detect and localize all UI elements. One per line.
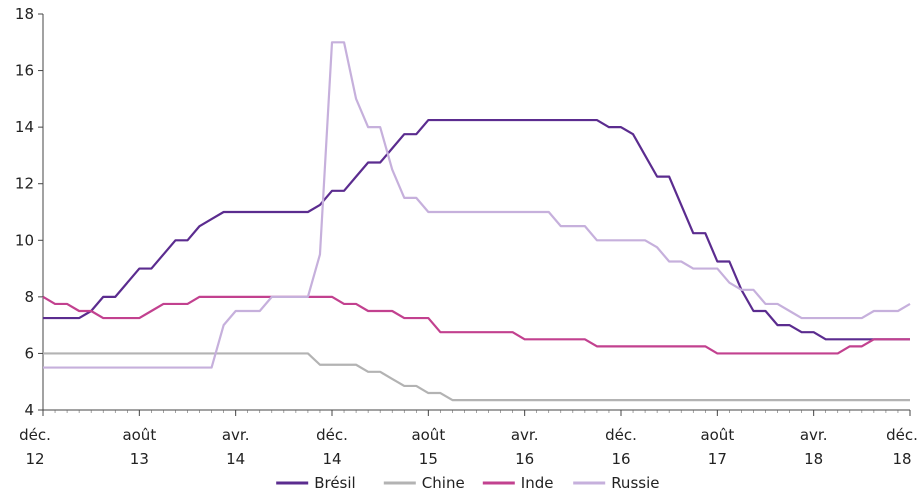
y-tick-label: 16: [15, 62, 34, 80]
x-tick-label-month: déc.: [886, 426, 918, 444]
x-tick-label-year: 16: [611, 450, 630, 468]
legend-item-brésil: Brésil: [276, 474, 356, 492]
x-tick-label-month: avr.: [800, 426, 828, 444]
x-tick-label-month: déc.: [19, 426, 51, 444]
x-tick-label-month: déc.: [316, 426, 348, 444]
y-tick-label: 10: [15, 231, 34, 249]
x-tick-label-year: 18: [892, 450, 911, 468]
x-tick-label-month: avr.: [511, 426, 539, 444]
x-tick-label-month: août: [411, 426, 445, 444]
y-axis: 4 6 8 10 12 14 16 18: [15, 5, 44, 419]
legend-label: Chine: [422, 474, 465, 492]
x-tick-label-year: 12: [25, 450, 44, 468]
series-line-inde: [42, 295, 910, 355]
x-tick-label-year: 14: [226, 450, 245, 468]
series-line-russie: [43, 41, 911, 369]
legend-item-chine: Chine: [383, 474, 465, 492]
legend-label: Russie: [611, 474, 659, 492]
y-tick-label: 6: [24, 344, 34, 362]
x-tick-label-month: août: [122, 426, 156, 444]
series-line-chine: [43, 352, 910, 402]
x-tick-label-year: 18: [804, 450, 823, 468]
x-tick-label-year: 13: [130, 450, 149, 468]
x-tick-label-year: 14: [322, 450, 341, 468]
series-line-brésil: [43, 118, 910, 341]
x-tick-label-year: 16: [515, 450, 534, 468]
y-tick-label: 14: [15, 118, 34, 136]
x-axis: déc. 12 août 13 avr. 14 déc. 14 août 15 avr. 16 déc.…: [19, 409, 918, 468]
legend-item-russie: Russie: [573, 474, 659, 492]
series-lines: [42, 41, 911, 402]
y-tick-label: 12: [15, 175, 34, 193]
x-tick-label-year: 17: [708, 450, 727, 468]
legend-item-inde: Inde: [482, 474, 554, 492]
legend: Brésil Chine Inde Russie: [276, 474, 659, 492]
x-tick-label-month: déc.: [605, 426, 637, 444]
x-tick-label-month: avr.: [222, 426, 250, 444]
y-tick-label: 8: [24, 288, 34, 306]
x-tick-label-year: 15: [419, 450, 438, 468]
y-tick-label: 4: [24, 401, 34, 419]
legend-label: Inde: [521, 474, 554, 492]
y-tick-label: 18: [15, 5, 34, 23]
x-tick-label-month: août: [700, 426, 734, 444]
legend-label: Brésil: [314, 474, 356, 492]
